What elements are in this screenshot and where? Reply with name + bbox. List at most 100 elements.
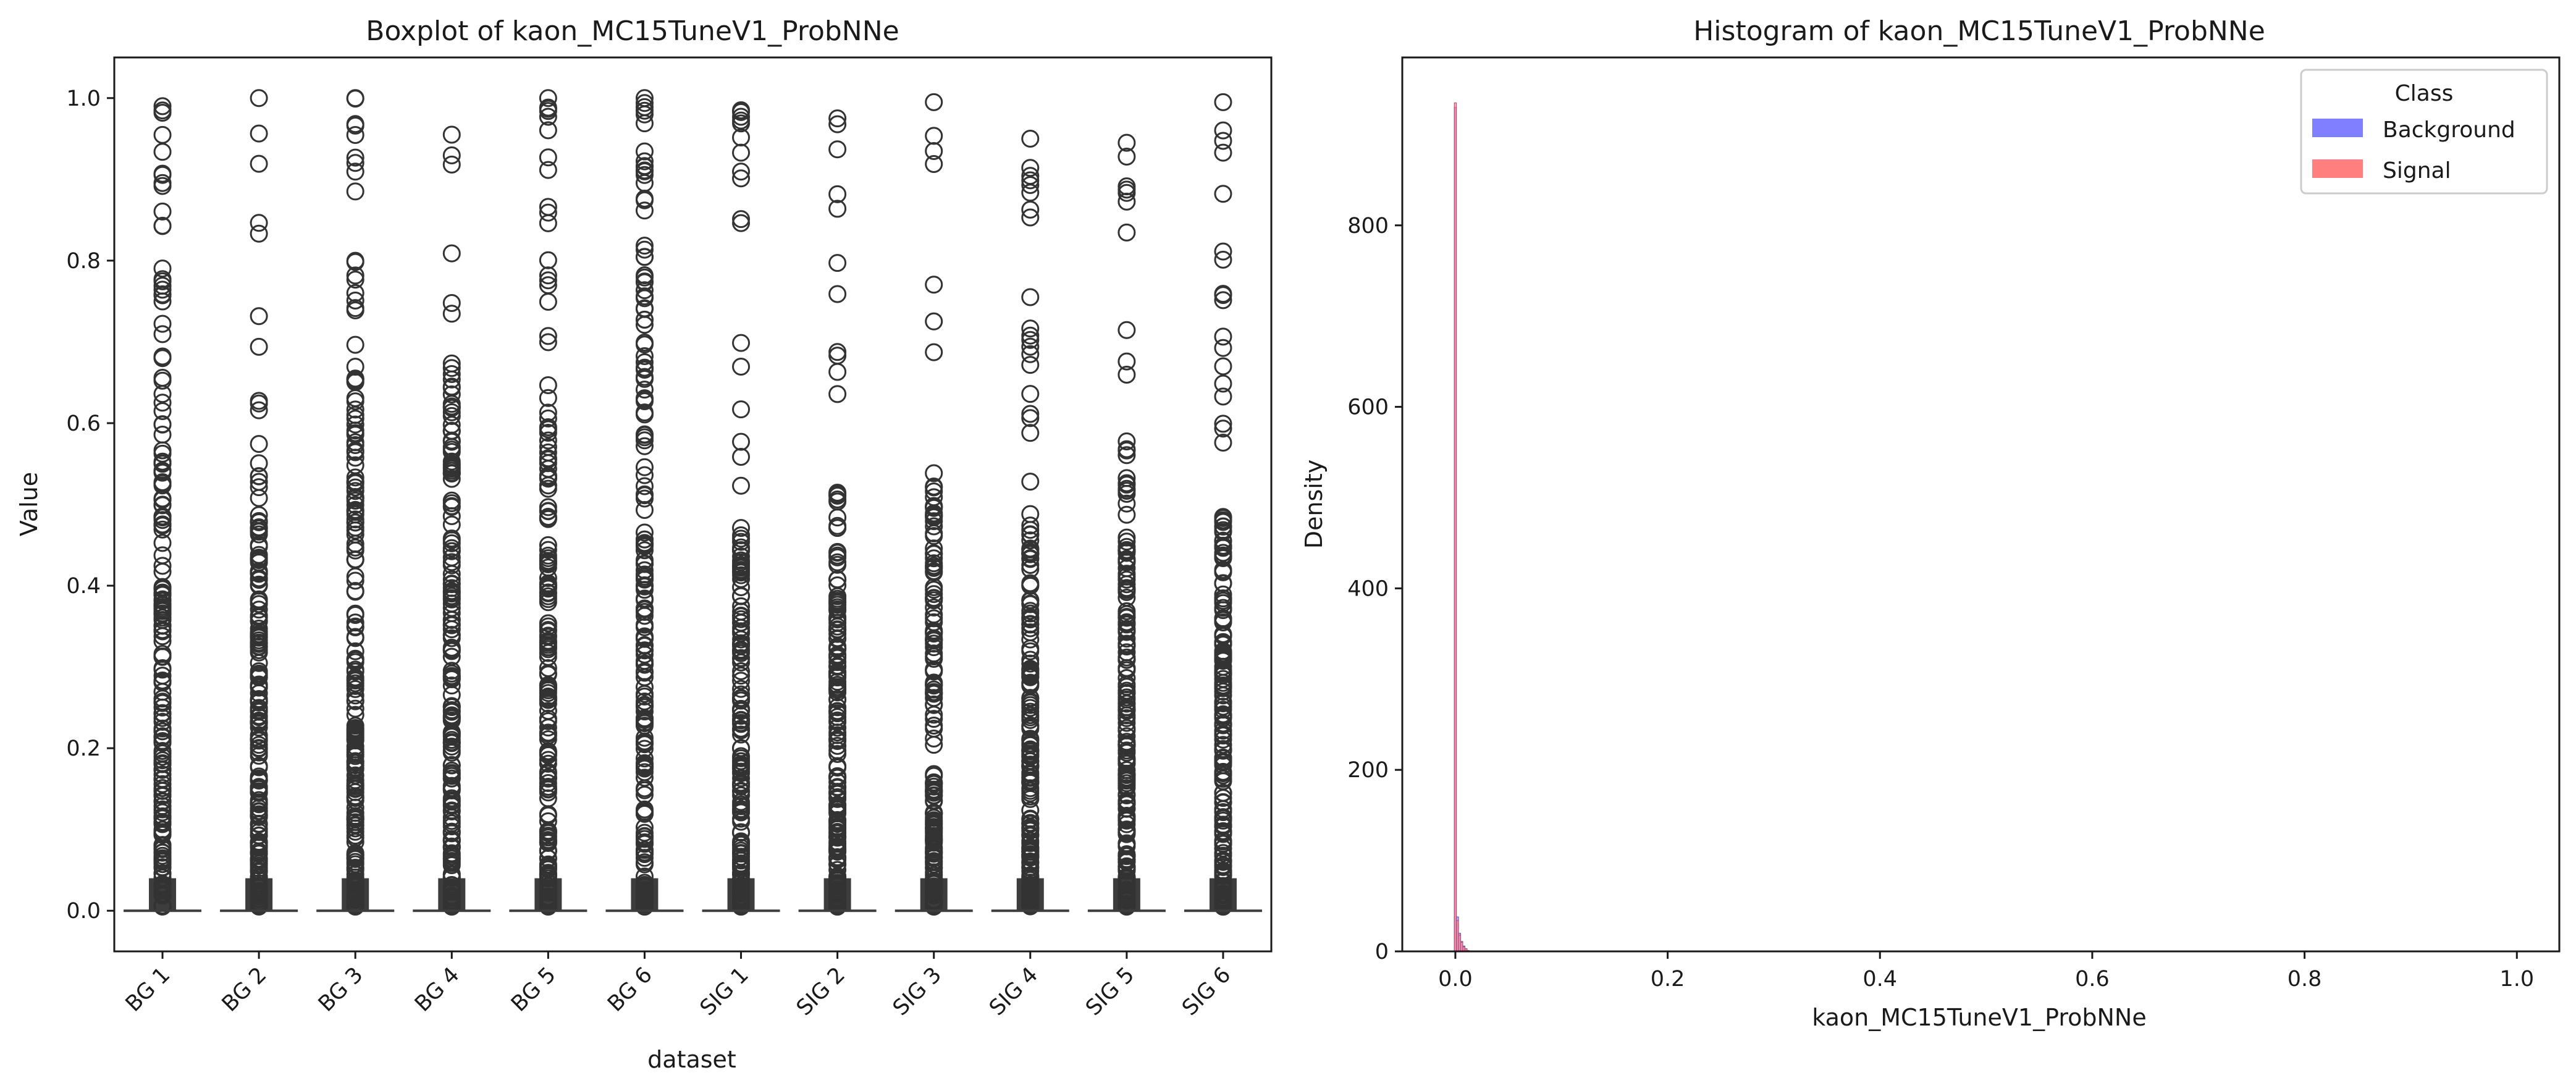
outlier-point [828,601,847,620]
histogram-y-ticks: 0 200 400 600 800 [1347,214,1402,964]
outlier-point [153,415,172,434]
outlier-point [925,634,943,653]
outlier-point [1021,642,1040,660]
outlier-point [828,736,847,755]
outlier-point [1021,159,1040,177]
outlier-point [1214,574,1232,592]
outlier-point [539,640,557,659]
outlier-point [635,333,654,352]
outlier-point [442,832,461,850]
outlier-point [1214,835,1232,853]
outlier-point [732,680,751,698]
outlier-point [635,405,654,424]
outlier-point [1021,689,1040,707]
outlier-point [539,574,557,592]
outlier-point [732,749,751,767]
outlier-point [635,800,654,819]
outlier-point [153,259,172,278]
outlier-point [1214,185,1232,203]
outlier-point [346,618,364,636]
outlier-point [539,450,557,469]
outlier-point [635,240,654,259]
outlier-point [442,769,461,788]
outlier-point [1118,615,1136,634]
outlier-point [1214,339,1232,357]
outlier-point [442,616,461,634]
outlier-point [442,395,461,413]
legend: Class Background Signal [2300,69,2548,195]
outlier-point [442,868,461,887]
outlier-point [153,878,172,896]
outlier-point [828,690,847,709]
outlier-point [442,791,461,809]
outlier-point [346,154,364,172]
outlier-point [1021,424,1040,442]
outlier-point [1214,889,1232,908]
outlier-point [346,468,364,487]
outlier-point-max [250,89,268,107]
outlier-point [346,492,364,510]
outlier-point [153,627,172,646]
outlier-point [1214,585,1232,604]
outlier-point [925,563,943,582]
outlier-point [828,518,847,537]
outlier-point [539,161,557,179]
outlier-point [250,512,268,530]
outlier-point [442,604,461,622]
outlier-point [346,291,364,310]
outlier-point [1118,770,1136,788]
outlier-point [153,727,172,746]
outlier-point [346,737,364,756]
y-tick-label: 200 [1347,758,1389,783]
outlier-point [1021,183,1040,202]
histogram-bar [1454,102,1457,952]
outlier-point-max [635,89,654,107]
outlier-point [1021,676,1040,695]
outlier-point [346,266,364,285]
outlier-point [153,884,172,903]
outlier-point [153,741,172,760]
outlier-point [250,307,268,326]
outlier-point [442,802,461,820]
outlier-point [442,882,461,901]
outlier-point [153,394,172,412]
outlier-point [442,599,461,617]
outlier-point [1214,753,1232,772]
outlier-point [925,710,943,728]
outlier-point [1118,432,1136,451]
outlier-point [250,600,268,619]
outlier-point [1214,327,1232,346]
outlier-point [1118,575,1136,594]
outlier-point [635,287,654,306]
y-tick-label: 0.4 [66,574,101,599]
outlier-point [250,896,268,915]
outlier-point [346,649,364,668]
outlier-point-max [153,97,172,116]
outlier-point [153,347,172,366]
outlier-point [539,333,557,352]
outlier-point [442,876,461,895]
outlier-point [732,162,751,181]
outlier-point [153,897,172,916]
outlier-point [1021,734,1040,752]
x-tick-label: BG 5 [507,963,561,1017]
outlier-point [1118,469,1136,487]
outlier-point [635,353,654,371]
outlier-point [539,774,557,793]
outlier-point [346,421,364,440]
outlier-point [250,506,268,524]
outlier-point [635,486,654,505]
outlier-point [828,723,847,742]
outlier-point [1021,288,1040,306]
outlier-point [346,503,364,521]
outlier-point [828,485,847,503]
outlier-point [732,578,751,596]
outlier-point [1021,832,1040,850]
outlier-point [250,337,268,356]
outlier-point [1214,725,1232,743]
outlier-point [732,551,751,570]
outlier-point [828,548,847,567]
outlier-point [1021,531,1040,550]
outlier-point [732,448,751,466]
outlier-point [925,154,943,173]
